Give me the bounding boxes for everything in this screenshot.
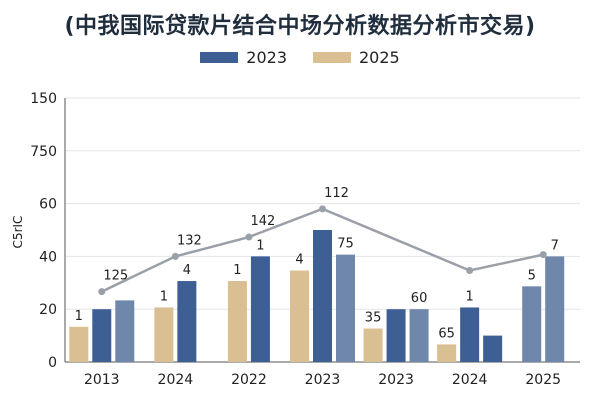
bar xyxy=(386,309,406,362)
y-tick-label: 150 xyxy=(30,91,57,107)
line-point xyxy=(245,233,253,241)
legend-swatch-2025 xyxy=(313,52,351,63)
line-point xyxy=(171,252,179,260)
y-tick-label: 40 xyxy=(39,249,57,265)
bar xyxy=(460,307,480,362)
bar xyxy=(69,326,89,362)
bar-data-label: 1 xyxy=(466,289,474,304)
bar xyxy=(545,256,565,362)
line-data-label: 112 xyxy=(324,186,349,201)
bar xyxy=(250,256,270,362)
bar xyxy=(363,328,383,362)
line-point xyxy=(466,266,474,274)
line-point xyxy=(539,251,547,259)
x-tick-label: 2023 xyxy=(305,372,341,388)
x-tick-label: 2022 xyxy=(231,372,267,388)
legend-swatch-2023 xyxy=(200,52,239,63)
x-tick-label: 2013 xyxy=(84,372,120,388)
bar xyxy=(177,281,197,362)
bar-data-label: 1 xyxy=(160,289,168,304)
bar xyxy=(227,281,247,362)
bar xyxy=(115,300,135,362)
bar xyxy=(437,344,457,362)
bar xyxy=(522,286,542,362)
bar-data-label: 60 xyxy=(411,291,428,306)
bar xyxy=(313,230,332,362)
x-tick-label: 2024 xyxy=(452,372,488,388)
bar xyxy=(92,309,112,362)
line-data-label: 132 xyxy=(177,233,202,248)
line-point xyxy=(98,288,106,296)
x-tick-label: 2025 xyxy=(525,372,561,388)
bar xyxy=(290,270,309,362)
line-point xyxy=(319,205,326,213)
bar-data-label: 1 xyxy=(256,238,264,253)
x-tick-label: 2023 xyxy=(378,372,414,388)
line-data-label: 142 xyxy=(251,214,276,229)
y-tick-label: 0 xyxy=(48,355,57,371)
y-axis-label: C5rIC xyxy=(11,216,25,249)
legend-label-2025: 2025 xyxy=(359,48,400,67)
legend: 2023 2025 xyxy=(0,48,600,67)
x-tick-label: 2024 xyxy=(158,372,194,388)
bar xyxy=(154,307,174,362)
legend-item-2023: 2023 xyxy=(200,48,287,67)
bar-data-label: 65 xyxy=(438,326,455,341)
trend-line xyxy=(101,207,544,293)
bar xyxy=(336,254,355,362)
bar-data-label: 7 xyxy=(551,238,559,253)
bar-data-label: 5 xyxy=(528,268,536,283)
legend-label-2023: 2023 xyxy=(246,48,287,67)
line-data-label: 125 xyxy=(103,269,128,284)
bar-data-label: 4 xyxy=(295,252,303,267)
y-tick-label: 20 xyxy=(39,302,57,318)
bar xyxy=(409,309,429,362)
bar-data-label: 1 xyxy=(75,309,83,324)
bar-data-label: 4 xyxy=(183,263,191,278)
y-tick-label: 750 xyxy=(30,144,57,160)
y-tick-label: 60 xyxy=(39,197,57,213)
bar-data-label: 35 xyxy=(365,311,382,326)
bar-data-label: 75 xyxy=(337,237,354,252)
legend-item-2025: 2025 xyxy=(313,48,400,67)
bar-data-label: 1 xyxy=(233,263,241,278)
chart-title: (中我国际贷款片结合中场分析数据分析市交易) xyxy=(64,14,536,39)
bar xyxy=(483,335,503,362)
